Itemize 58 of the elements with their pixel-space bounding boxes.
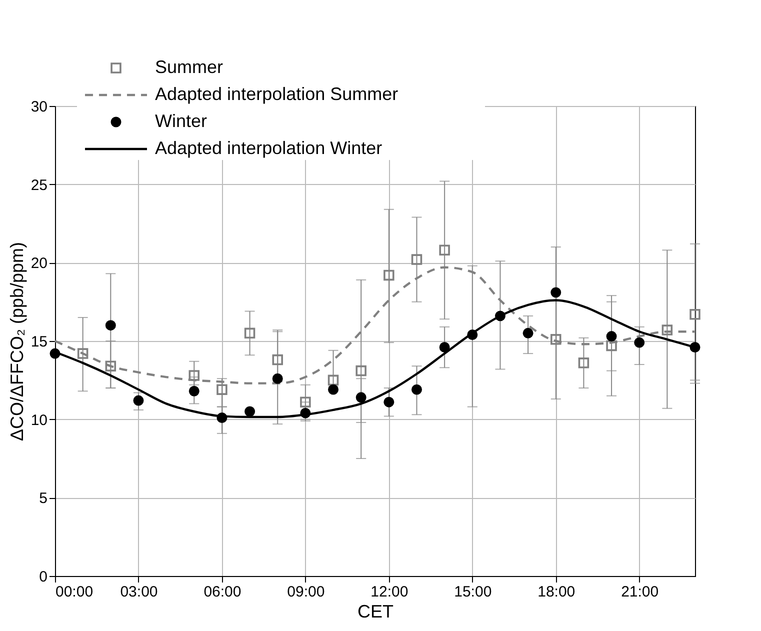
point xyxy=(494,310,506,322)
point xyxy=(467,330,478,340)
x-axis-title: CET xyxy=(358,602,394,622)
legend-label: Winter xyxy=(155,111,208,131)
point xyxy=(105,360,116,372)
y-tick-label: 15 xyxy=(30,334,48,350)
point xyxy=(384,396,394,408)
point xyxy=(328,384,339,395)
point xyxy=(244,406,256,417)
point xyxy=(50,348,60,359)
y-tick-label: 30 xyxy=(30,98,48,116)
point xyxy=(634,337,645,348)
legend-label: Adapted interpolation Winter xyxy=(155,138,382,158)
point xyxy=(216,384,228,395)
x-tick-label: 18:00 xyxy=(538,584,576,600)
point xyxy=(133,395,144,406)
x-tick-label: 06:00 xyxy=(204,584,242,600)
y-tick-label: 0 xyxy=(39,568,48,586)
legend-label: Adapted interpolation Summer xyxy=(155,84,398,104)
y-tick-label: 25 xyxy=(30,176,48,194)
point xyxy=(356,365,366,376)
point xyxy=(606,340,617,352)
x-tick-label: 15:00 xyxy=(454,584,492,600)
y-tick-label: 20 xyxy=(30,255,48,272)
point xyxy=(411,384,422,395)
point xyxy=(550,334,562,345)
x-tick-label: 21:00 xyxy=(621,584,659,600)
point xyxy=(244,328,256,339)
x-tick-label: 12:00 xyxy=(370,584,408,600)
point xyxy=(439,342,450,352)
x-tick-label: 09:00 xyxy=(287,584,325,600)
point xyxy=(105,320,116,331)
point xyxy=(188,386,200,396)
point xyxy=(606,331,617,342)
point xyxy=(690,342,700,352)
point xyxy=(356,392,366,403)
legend-label: Summer xyxy=(155,57,224,77)
y-axis-title: ΔCO/ΔFFCO₂ (ppb/ppm) xyxy=(6,242,27,442)
point xyxy=(300,396,311,408)
x-tick-label: 03:00 xyxy=(120,584,158,600)
point xyxy=(439,244,450,256)
point xyxy=(272,373,283,384)
point xyxy=(216,412,228,423)
point xyxy=(188,370,200,381)
point xyxy=(272,354,283,366)
point xyxy=(522,328,534,338)
point xyxy=(690,308,700,320)
point xyxy=(300,408,311,418)
point xyxy=(550,287,562,298)
point xyxy=(77,348,88,359)
point xyxy=(662,324,673,336)
y-tick-label: 5 xyxy=(39,490,48,508)
point xyxy=(328,374,339,386)
point xyxy=(411,254,422,265)
point xyxy=(384,270,394,281)
y-tick-label: 10 xyxy=(30,412,48,429)
x-tick-label: 00:00 xyxy=(56,584,94,600)
point xyxy=(578,358,590,368)
